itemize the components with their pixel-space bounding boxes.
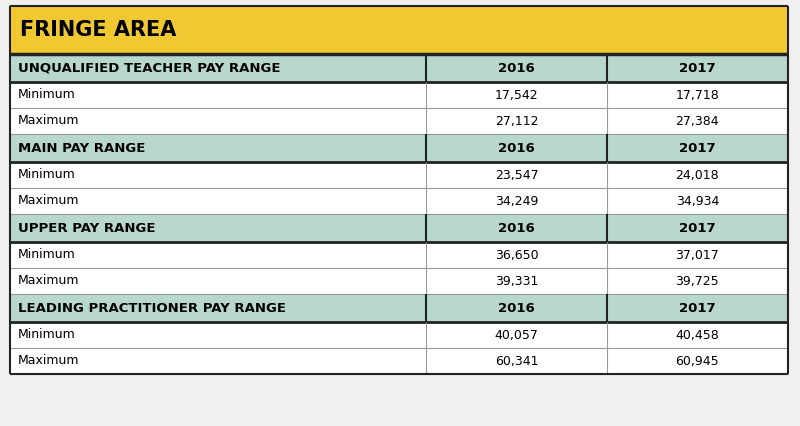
Text: 2016: 2016 [498, 61, 535, 75]
Text: 2017: 2017 [679, 302, 716, 314]
Text: 34,934: 34,934 [676, 195, 719, 207]
Text: Maximum: Maximum [18, 274, 79, 288]
Text: 2016: 2016 [498, 302, 535, 314]
Text: 60,945: 60,945 [675, 354, 719, 368]
Bar [10, 294, 788, 322]
Bar [10, 162, 788, 188]
Text: 36,650: 36,650 [494, 248, 538, 262]
Bar [10, 108, 788, 134]
Text: 39,331: 39,331 [494, 274, 538, 288]
Text: 17,542: 17,542 [494, 89, 538, 101]
Text: 40,458: 40,458 [675, 328, 719, 342]
Bar [10, 188, 788, 214]
Text: 40,057: 40,057 [494, 328, 538, 342]
Text: 27,112: 27,112 [494, 115, 538, 127]
Bar [10, 134, 788, 162]
Text: Maximum: Maximum [18, 115, 79, 127]
Text: Minimum: Minimum [18, 328, 76, 342]
Text: 2017: 2017 [679, 141, 716, 155]
Text: 2016: 2016 [498, 222, 535, 234]
Bar [10, 348, 788, 374]
Text: Minimum: Minimum [18, 169, 76, 181]
Text: UNQUALIFIED TEACHER PAY RANGE: UNQUALIFIED TEACHER PAY RANGE [18, 61, 281, 75]
Bar [10, 54, 788, 82]
Text: 2017: 2017 [679, 222, 716, 234]
Text: Minimum: Minimum [18, 89, 76, 101]
Bar [10, 82, 788, 108]
Bar [10, 214, 788, 242]
Bar [10, 6, 788, 54]
Text: 23,547: 23,547 [494, 169, 538, 181]
Text: 27,384: 27,384 [675, 115, 719, 127]
Text: Maximum: Maximum [18, 354, 79, 368]
Text: 24,018: 24,018 [675, 169, 719, 181]
Text: 17,718: 17,718 [675, 89, 719, 101]
Text: 34,249: 34,249 [494, 195, 538, 207]
Text: UPPER PAY RANGE: UPPER PAY RANGE [18, 222, 155, 234]
Text: 2017: 2017 [679, 61, 716, 75]
Bar [10, 268, 788, 294]
Text: Maximum: Maximum [18, 195, 79, 207]
Text: 37,017: 37,017 [675, 248, 719, 262]
Text: 60,341: 60,341 [494, 354, 538, 368]
Text: LEADING PRACTITIONER PAY RANGE: LEADING PRACTITIONER PAY RANGE [18, 302, 286, 314]
Bar [10, 242, 788, 268]
Text: Minimum: Minimum [18, 248, 76, 262]
Text: FRINGE AREA: FRINGE AREA [20, 20, 176, 40]
Text: MAIN PAY RANGE: MAIN PAY RANGE [18, 141, 146, 155]
Text: 39,725: 39,725 [675, 274, 719, 288]
Text: 2016: 2016 [498, 141, 535, 155]
Bar [10, 322, 788, 348]
